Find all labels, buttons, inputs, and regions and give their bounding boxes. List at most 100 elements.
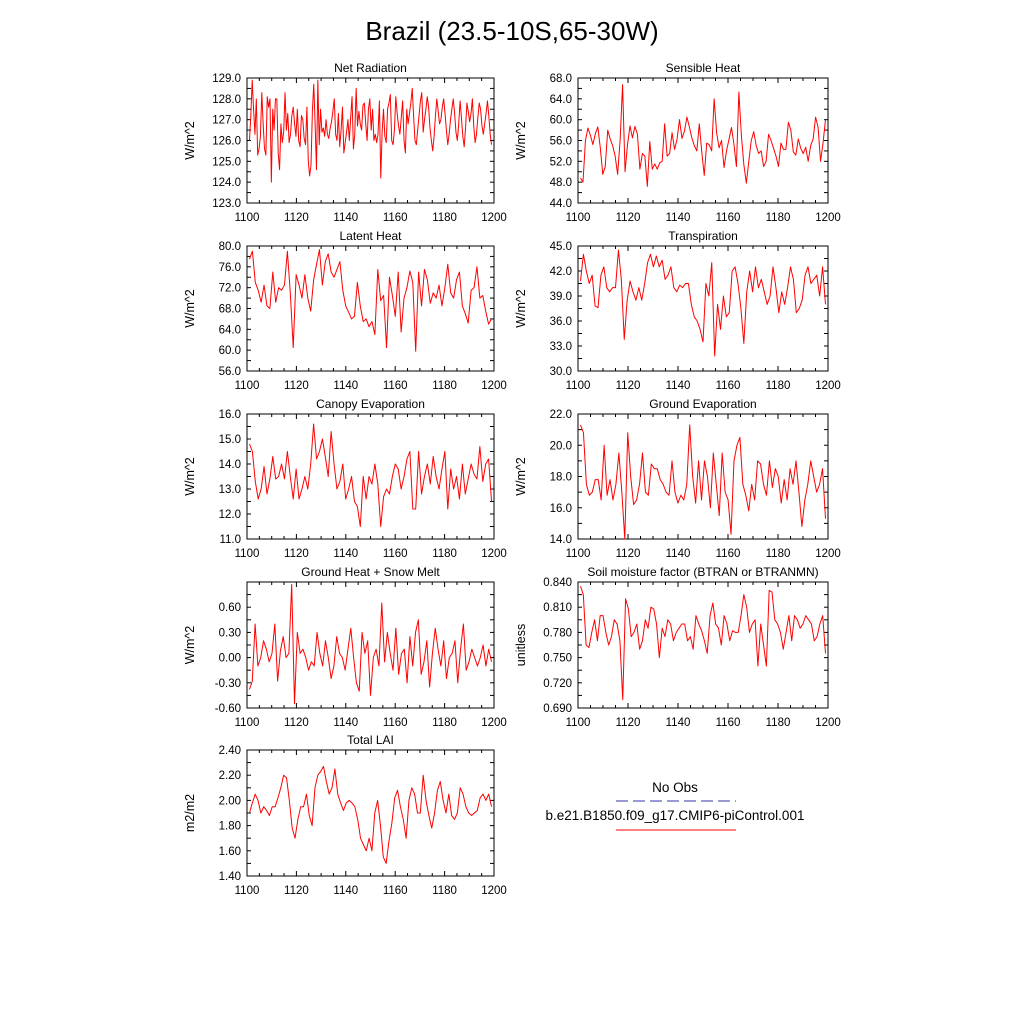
panel-9: Total LAI m2/m2 1100 1120 1140 1160 1180 1200 1.… <box>183 733 507 897</box>
x-tick-label: 1100 <box>235 717 260 729</box>
y-tick-label: 15.0 <box>219 434 241 446</box>
y-tick-label: 1.40 <box>219 871 241 883</box>
panel-title: Canopy Evaporation <box>316 397 425 411</box>
x-tick-label: 1140 <box>333 885 358 897</box>
y-tick-label: 45.0 <box>550 241 572 253</box>
x-tick-label: 1200 <box>815 212 841 224</box>
y-tick-label: 1.60 <box>219 846 241 858</box>
y-tick-label: 128.0 <box>212 94 241 106</box>
y-tick-label: 2.20 <box>219 770 241 782</box>
panel-title: Transpiration <box>668 229 738 243</box>
panel-ylabel: W/m^2 <box>183 457 197 496</box>
x-tick-label: 1140 <box>333 717 358 729</box>
y-tick-label: 2.00 <box>219 795 241 807</box>
x-tick-label: 1120 <box>616 548 641 560</box>
y-tick-label: 1.80 <box>219 821 241 833</box>
y-tick-label: 11.0 <box>219 534 241 546</box>
y-tick-label: 39.0 <box>550 291 572 303</box>
panel-ylabel: W/m^2 <box>183 121 197 160</box>
y-tick-label: 16.0 <box>550 503 572 515</box>
y-tick-label: 48.0 <box>550 177 572 189</box>
y-tick-label: 56.0 <box>550 136 572 148</box>
x-tick-label: 1180 <box>432 885 457 897</box>
panel-title: Latent Heat <box>339 229 402 243</box>
series-line <box>580 84 826 187</box>
x-tick-label: 1100 <box>235 380 260 392</box>
panel-ylabel: W/m^2 <box>183 626 197 665</box>
panel-title: Ground Heat + Snow Melt <box>301 565 440 579</box>
y-tick-label: 124.0 <box>212 177 241 189</box>
y-tick-label: 127.0 <box>212 115 241 127</box>
panels: Net Radiation W/m^2 1100 1120 1140 1160 1180 12… <box>183 61 841 897</box>
x-tick-label: 1120 <box>284 212 309 224</box>
y-tick-label: 0.840 <box>543 577 572 589</box>
x-tick-label: 1200 <box>481 717 507 729</box>
x-tick-label: 1200 <box>481 548 507 560</box>
x-tick-label: 1140 <box>333 212 358 224</box>
panel-ylabel: W/m^2 <box>183 289 197 328</box>
y-tick-label: 72.0 <box>219 283 241 295</box>
panel-7: Ground Heat + Snow Melt W/m^2 1100 1120 1140… <box>183 565 507 729</box>
x-tick-label: 1100 <box>566 548 591 560</box>
series-line <box>580 424 826 540</box>
panel-ylabel: m2/m2 <box>183 794 197 832</box>
x-tick-label: 1160 <box>383 212 408 224</box>
panel-5: Canopy Evaporation W/m^2 1100 1120 1140 1160 1… <box>183 397 507 560</box>
y-tick-label: 18.0 <box>550 472 572 484</box>
y-tick-label: 22.0 <box>550 409 572 421</box>
x-tick-label: 1140 <box>666 717 691 729</box>
y-tick-label: 0.720 <box>543 678 572 690</box>
x-tick-label: 1100 <box>235 548 260 560</box>
y-tick-label: 0.780 <box>543 627 572 639</box>
y-tick-label: -0.30 <box>215 678 241 690</box>
y-tick-label: 76.0 <box>219 262 241 274</box>
panel-title: Sensible Heat <box>666 61 741 75</box>
panel-ylabel: W/m^2 <box>514 289 528 328</box>
panel-4: Transpiration W/m^2 1100 1120 1140 1160 1180 12… <box>514 229 841 392</box>
y-tick-label: 125.0 <box>212 156 241 168</box>
x-tick-label: 1180 <box>432 548 457 560</box>
x-tick-label: 1160 <box>383 380 408 392</box>
x-tick-label: 1100 <box>235 885 260 897</box>
y-tick-label: 0.30 <box>219 627 241 639</box>
x-tick-label: 1160 <box>383 548 408 560</box>
y-tick-label: 52.0 <box>550 156 572 168</box>
panel-title: Net Radiation <box>334 61 407 75</box>
x-tick-label: 1180 <box>432 717 457 729</box>
x-tick-label: 1200 <box>815 717 841 729</box>
y-tick-label: 123.0 <box>212 198 241 210</box>
x-tick-label: 1180 <box>766 548 791 560</box>
y-tick-label: 20.0 <box>550 440 572 452</box>
series-line <box>580 586 826 701</box>
y-tick-label: 0.60 <box>219 602 241 614</box>
y-tick-label: 13.0 <box>219 484 241 496</box>
x-tick-label: 1120 <box>284 380 309 392</box>
y-tick-label: 64.0 <box>219 324 241 336</box>
legend-obs-label: No Obs <box>652 780 698 795</box>
x-tick-label: 1100 <box>235 212 260 224</box>
x-tick-label: 1140 <box>666 380 691 392</box>
y-tick-label: 44.0 <box>550 198 572 210</box>
x-tick-label: 1100 <box>566 380 591 392</box>
panel-ylabel: unitless <box>514 624 528 666</box>
panel-ylabel: W/m^2 <box>514 121 528 160</box>
panel-8: Soil moisture factor (BTRAN or BTRANMN) u… <box>514 565 841 729</box>
legend: No Obs b.e21.B1850.f09_g17.CMIP6-piContr… <box>546 780 805 831</box>
panel-title: Total LAI <box>347 733 394 747</box>
x-tick-label: 1180 <box>432 380 457 392</box>
x-tick-label: 1160 <box>383 717 408 729</box>
x-tick-label: 1180 <box>432 212 457 224</box>
panel-title: Soil moisture factor (BTRAN or BTRANMN) <box>587 565 818 579</box>
y-tick-label: 68.0 <box>550 73 572 85</box>
legend-model-label: b.e21.B1850.f09_g17.CMIP6-piControl.001 <box>546 808 805 823</box>
x-tick-label: 1200 <box>481 885 507 897</box>
x-tick-label: 1120 <box>616 380 641 392</box>
y-tick-label: 68.0 <box>219 304 241 316</box>
y-tick-label: 126.0 <box>212 136 241 148</box>
panel-3: Latent Heat W/m^2 1100 1120 1140 1160 1180 1200… <box>183 229 507 392</box>
x-tick-label: 1200 <box>481 212 507 224</box>
x-tick-label: 1200 <box>481 380 507 392</box>
x-tick-label: 1140 <box>333 548 358 560</box>
x-tick-label: 1160 <box>716 548 741 560</box>
series-line <box>248 584 493 705</box>
